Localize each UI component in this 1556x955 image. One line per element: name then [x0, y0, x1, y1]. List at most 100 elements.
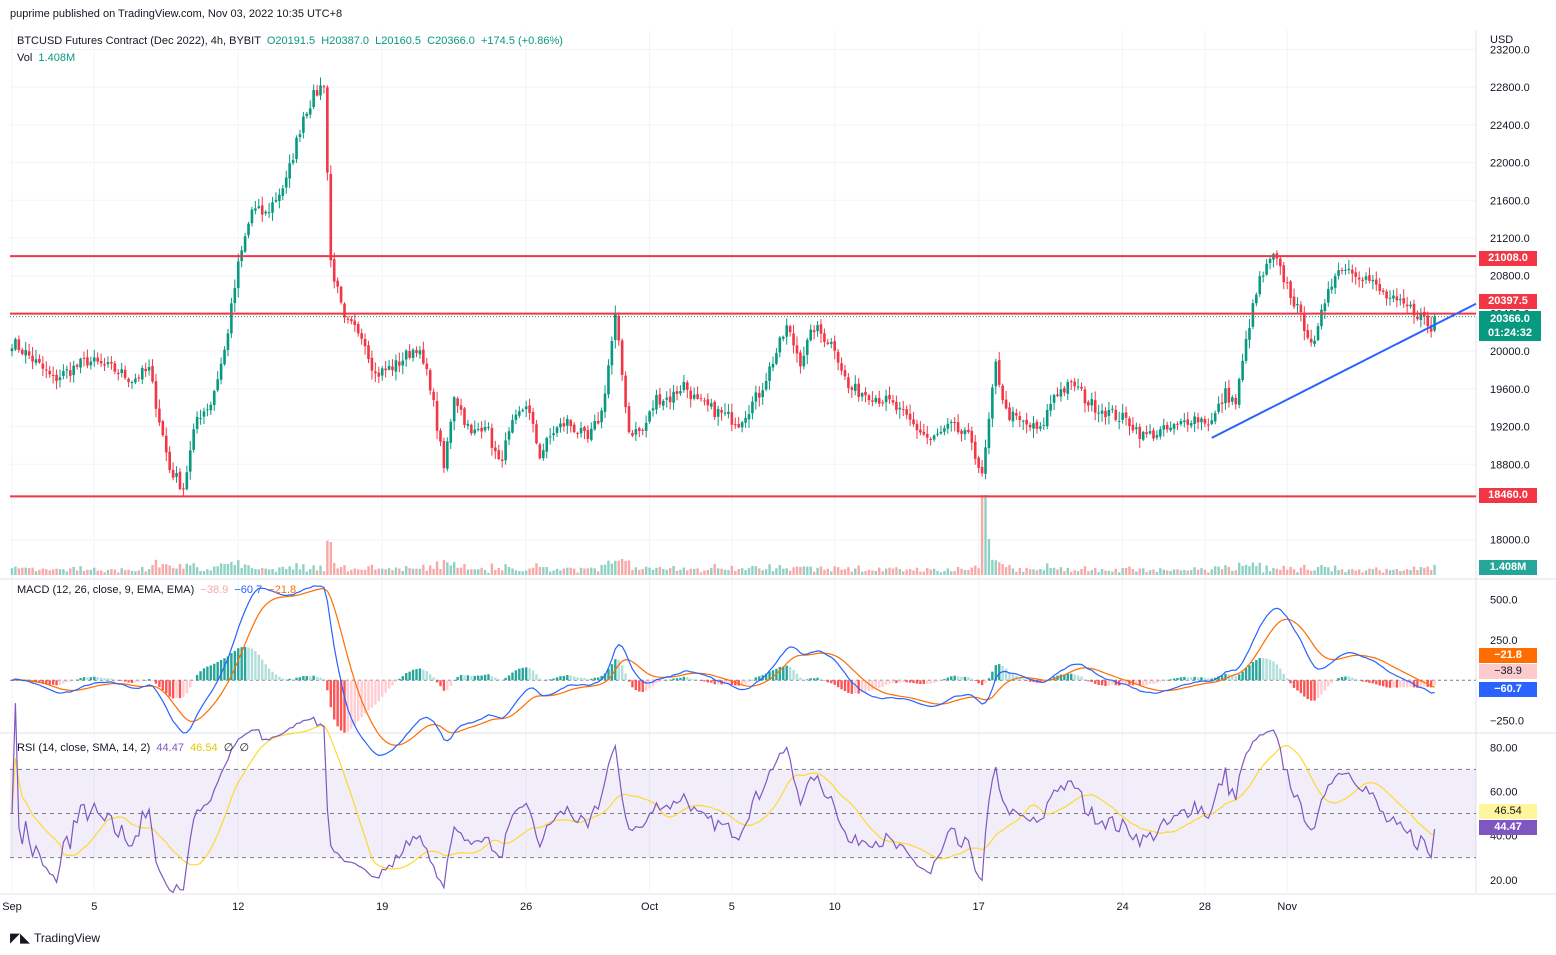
macd-histogram-bar — [219, 660, 223, 681]
volume-bar — [1255, 566, 1258, 575]
candle-body — [1210, 420, 1214, 424]
volume-bar — [1395, 569, 1399, 575]
volume-bar — [1135, 571, 1138, 575]
volume-bar — [271, 569, 274, 575]
footer-brand: TradingView — [34, 931, 101, 945]
macd-histogram-bar — [1028, 680, 1032, 682]
macd-histogram-bar — [1128, 680, 1131, 685]
candle-body — [1131, 424, 1135, 431]
candle-body — [994, 361, 998, 387]
candle-body — [833, 341, 836, 351]
candle-body — [548, 436, 552, 438]
macd-histogram-bar — [1107, 680, 1111, 686]
volume-bar — [1330, 571, 1333, 575]
candle-body — [545, 437, 549, 452]
macd-histogram-bar — [291, 679, 295, 681]
candle-body — [247, 223, 250, 236]
time-tick-label: 28 — [1199, 901, 1211, 913]
candle-body — [1042, 424, 1046, 426]
macd-histogram-bar — [1282, 673, 1285, 681]
candle-body — [1015, 413, 1018, 416]
candle-body — [761, 390, 765, 398]
rsi-legend: RSI (14, close, SMA, 14, 2) 44.47 46.54 … — [17, 741, 249, 754]
candle-body — [908, 413, 912, 420]
candle-body — [651, 408, 655, 411]
candle-body — [1303, 312, 1306, 332]
macd-histogram-bar — [1011, 674, 1015, 681]
macd-histogram-bar — [926, 680, 929, 684]
volume-bar — [466, 569, 470, 575]
candle-body — [1337, 270, 1340, 276]
volume-bar — [69, 568, 72, 575]
candle-body — [428, 370, 432, 391]
candle-body — [867, 395, 871, 401]
volume-bar — [1412, 566, 1416, 575]
candle-body — [528, 405, 531, 413]
volume-bar — [487, 572, 490, 575]
macd-histogram-bar — [1268, 659, 1272, 681]
candle-body — [295, 137, 298, 160]
volume-bar — [559, 570, 562, 575]
macd-histogram-bar — [298, 677, 302, 681]
volume-bar — [1213, 566, 1217, 575]
macd-histogram-bar — [1196, 677, 1200, 681]
candle-body — [1087, 402, 1090, 406]
macd-histogram-bar — [740, 680, 744, 685]
macd-histogram-bar — [977, 680, 980, 684]
candle-body — [254, 208, 257, 211]
candle-body — [596, 420, 600, 424]
macd-histogram-bar — [1087, 680, 1090, 682]
volume-bar — [398, 568, 401, 575]
change-value: +174.5 (+0.86%) — [481, 35, 563, 47]
candle-body — [802, 355, 806, 367]
candle-body — [1426, 315, 1430, 327]
volume-bar — [1333, 565, 1337, 575]
volume-bar — [476, 569, 480, 575]
volume-bar — [614, 560, 617, 575]
volume-bar — [1100, 568, 1104, 575]
candle-body — [432, 391, 435, 401]
macd-histogram-bar — [987, 678, 991, 681]
volume-bar — [1155, 572, 1159, 575]
volume-bar — [922, 571, 926, 575]
candle-body — [1395, 296, 1399, 301]
volume-bar — [189, 565, 192, 575]
volume-bar — [75, 570, 79, 575]
macd-histogram-bar — [1090, 680, 1093, 682]
macd-histogram-bar — [185, 680, 189, 694]
candle-body — [689, 390, 693, 400]
macd-histogram-bar — [1070, 673, 1073, 681]
macd-histogram-bar — [1118, 680, 1121, 686]
candle-body — [1159, 429, 1162, 437]
candle-body — [1429, 325, 1433, 332]
candle-body — [367, 345, 370, 360]
candle-body — [175, 473, 178, 477]
macd-histogram-bar — [1344, 676, 1347, 681]
volume-bar — [305, 571, 308, 575]
macd-histogram-bar — [442, 680, 446, 691]
macd-histogram-bar — [418, 668, 422, 681]
macd-histogram-bar — [370, 680, 374, 708]
macd-histogram-bar — [778, 666, 782, 681]
volume-bar — [127, 569, 130, 575]
macd-histogram-bar — [1392, 680, 1395, 688]
candle-body — [31, 355, 34, 362]
candle-body — [459, 405, 463, 410]
main-legend: BTCUSD Futures Contract (Dec 2022), 4h, … — [17, 35, 563, 47]
candle-body — [836, 351, 840, 363]
macd-histogram-bar — [919, 680, 922, 684]
candle-body — [764, 381, 768, 390]
candle-body — [984, 447, 987, 474]
candle-body — [185, 472, 189, 490]
volume-bar — [178, 563, 182, 575]
volume-bar — [117, 572, 120, 575]
volume-bar — [703, 570, 706, 575]
volume-bar — [730, 565, 734, 575]
macd-histogram-bar — [230, 653, 233, 681]
price-tick-label: 20800.0 — [1490, 271, 1530, 283]
volume-bar — [812, 571, 816, 575]
candle-body — [377, 372, 381, 377]
candle-body — [1374, 279, 1378, 285]
volume-bar — [850, 571, 854, 575]
